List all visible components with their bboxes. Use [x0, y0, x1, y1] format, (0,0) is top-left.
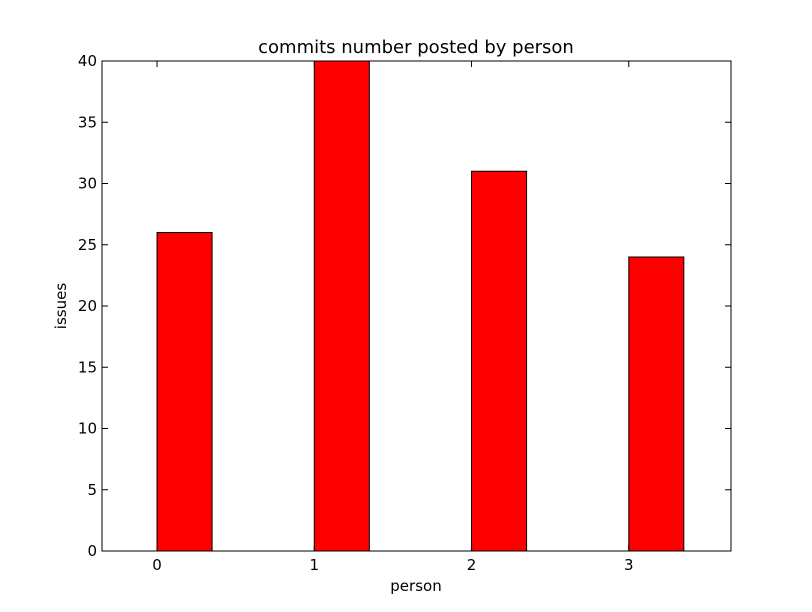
y-tick-label: 20	[78, 297, 97, 315]
bar-1	[313, 60, 370, 552]
bars-layer	[156, 60, 685, 552]
x-tick-label: 3	[624, 556, 634, 574]
bar-3	[628, 256, 685, 552]
y-axis-label: issues	[52, 283, 70, 330]
x-axis-label: person	[390, 577, 441, 595]
x-tick-label: 1	[310, 556, 320, 574]
chart-title: commits number posted by person	[258, 37, 574, 58]
y-tick-label: 5	[87, 481, 97, 499]
bar-2	[471, 170, 528, 552]
y-tick-label: 30	[78, 175, 97, 193]
y-tick-label: 25	[78, 236, 97, 254]
x-tick-label: 2	[467, 556, 477, 574]
y-tick-label: 40	[78, 52, 97, 70]
bar-0	[156, 232, 213, 552]
y-tick-label: 0	[87, 542, 97, 560]
plot-frame	[101, 60, 732, 552]
y-tick-label: 10	[78, 420, 97, 438]
y-tick-label: 15	[78, 358, 97, 376]
y-tick-label: 35	[78, 113, 97, 131]
ticks-layer: 0 5 10 15 20 25 30 35 40 0 1 2 3	[78, 52, 731, 574]
x-tick-label: 0	[152, 556, 162, 574]
